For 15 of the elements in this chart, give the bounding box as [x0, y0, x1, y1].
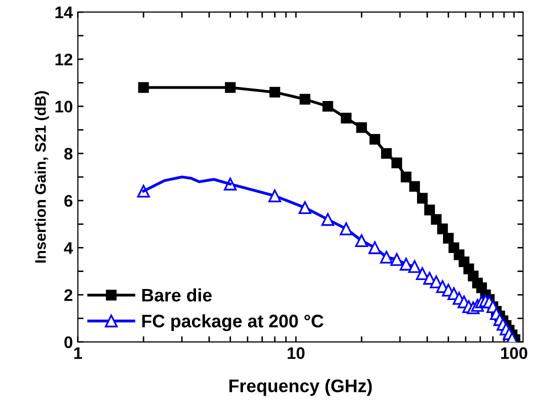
y-tick-label: 4	[64, 242, 73, 254]
x-axis-title: Frequency (GHz)	[229, 379, 372, 396]
legend-label: Bare die	[142, 288, 212, 302]
x-tick-label: 100	[501, 347, 528, 360]
y-tick-label: 0	[64, 336, 72, 348]
y-axis-title: Insertion Gain, S21 (dB)	[34, 91, 49, 263]
x-tick-label: 1	[74, 347, 82, 359]
y-tick-label: 14	[56, 6, 73, 18]
y-tick-label: 12	[56, 54, 72, 66]
y-tick-label: 10	[56, 100, 72, 113]
y-tick-label: 6	[64, 194, 72, 207]
y-tick-label: 2	[64, 289, 72, 301]
x-tick-label: 10	[288, 347, 305, 360]
legend-label: FC package at 200 °C	[142, 314, 324, 332]
y-tick-label: 8	[64, 148, 72, 160]
